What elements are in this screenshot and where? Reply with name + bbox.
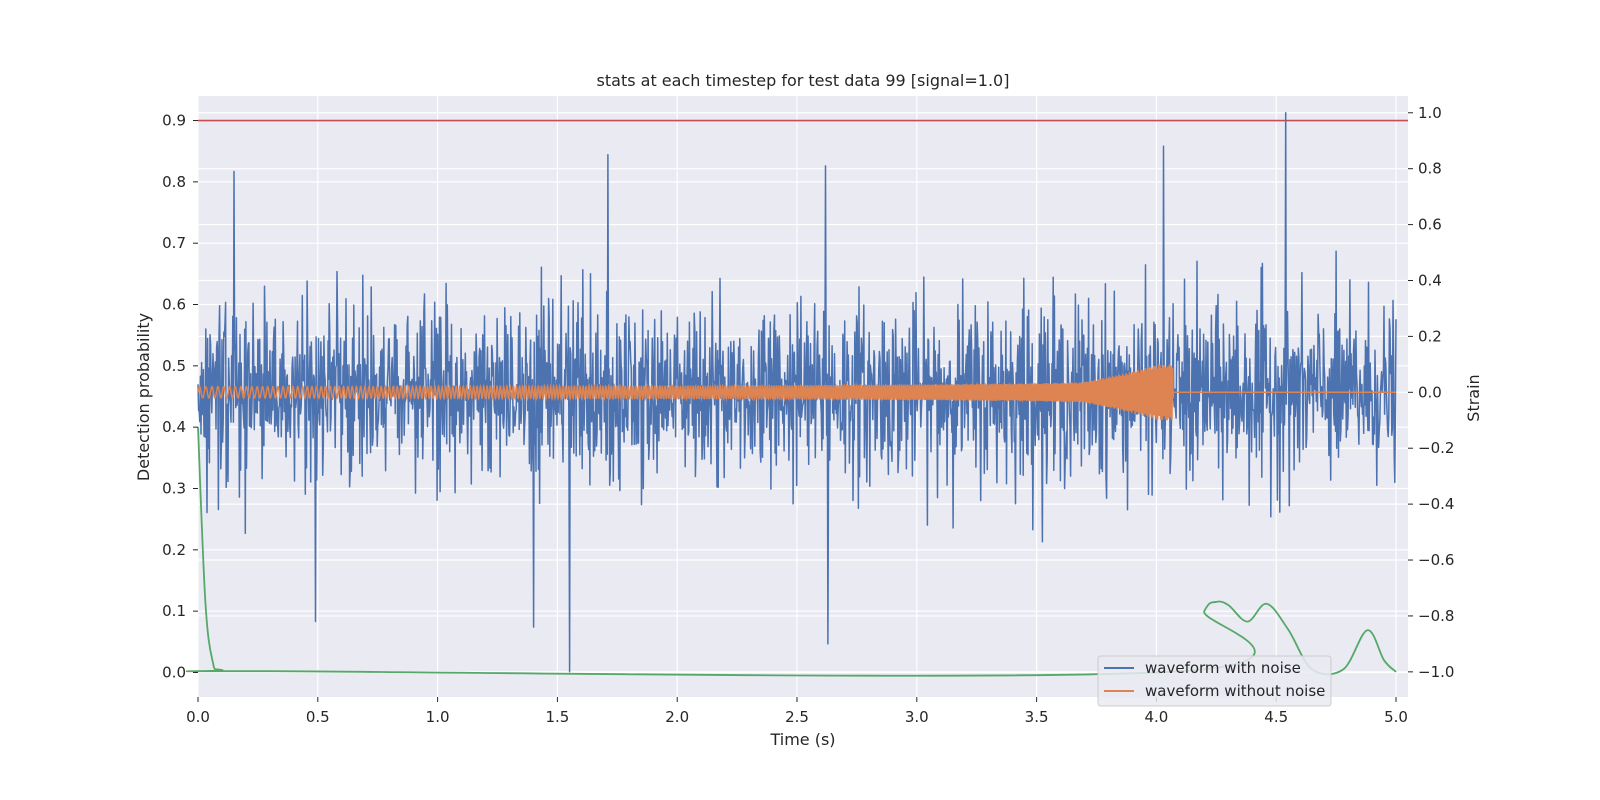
y-tick-label: 0.5 — [162, 357, 186, 375]
y2-tick-label: 0.0 — [1418, 383, 1442, 401]
y-tick-label: 0.0 — [162, 663, 186, 681]
y-tick-label: 0.6 — [162, 296, 186, 314]
x-tick-label: 3.5 — [1025, 708, 1049, 726]
legend-label-without-noise: waveform without noise — [1145, 682, 1325, 700]
y-axis-label: Detection probability — [134, 313, 153, 481]
y2-tick-label: −0.4 — [1418, 495, 1454, 513]
y-tick-label: 0.1 — [162, 602, 186, 620]
x-tick-label: 5.0 — [1384, 708, 1408, 726]
y2-tick-label: 1.0 — [1418, 104, 1442, 122]
x-tick-label: 1.0 — [426, 708, 450, 726]
y-tick-label: 0.3 — [162, 479, 186, 497]
legend-label-with-noise: waveform with noise — [1145, 659, 1301, 677]
series-without-noise-line — [197, 364, 1396, 421]
y2-tick-label: −0.8 — [1418, 607, 1454, 625]
y2-tick-labels: −1.0 −0.8 −0.6 −0.4 −0.2 0.0 0.2 0.4 0.6 0.8 1.0 — [1408, 104, 1454, 681]
y-tick-label: 0.8 — [162, 173, 186, 191]
y-tick-label: 0.4 — [162, 418, 186, 436]
y2-tick-label: −0.2 — [1418, 439, 1454, 457]
x-tick-label: 1.5 — [545, 708, 569, 726]
x-axis-label: Time (s) — [769, 730, 835, 749]
y2-tick-label: −0.6 — [1418, 551, 1454, 569]
x-tick-label: 3.0 — [905, 708, 929, 726]
x-tick-label: 0.0 — [186, 708, 210, 726]
series-waveform-without-noise — [197, 364, 1396, 421]
x-tick-label: 0.5 — [306, 708, 330, 726]
x-tick-label: 4.0 — [1144, 708, 1168, 726]
x-tick-label: 4.5 — [1264, 708, 1288, 726]
y2-axis-label: Strain — [1464, 374, 1483, 421]
x-tick-label: 2.5 — [785, 708, 809, 726]
x-tick-labels: 0.0 0.5 1.0 1.5 2.0 2.5 3.0 3.5 4.0 4.5 5.0 — [186, 697, 1408, 726]
y2-tick-label: 0.8 — [1418, 160, 1442, 178]
x-tick-label: 2.0 — [665, 708, 689, 726]
y-tick-label: 0.7 — [162, 234, 186, 252]
legend-box — [1097, 655, 1332, 707]
y-tick-labels: 0.0 0.1 0.2 0.3 0.4 0.5 0.6 0.7 0.8 0.9 — [162, 112, 198, 681]
chart-title: stats at each timestep for test data 99 … — [597, 71, 1010, 90]
y2-tick-label: 0.4 — [1418, 271, 1442, 289]
y-tick-label: 0.2 — [162, 541, 186, 559]
y2-tick-label: 0.2 — [1418, 327, 1442, 345]
y2-tick-label: 0.6 — [1418, 216, 1442, 234]
y2-tick-label: −1.0 — [1418, 663, 1454, 681]
legend: waveform with noise waveform without noi… — [1097, 655, 1332, 707]
y-tick-label: 0.9 — [162, 112, 186, 130]
